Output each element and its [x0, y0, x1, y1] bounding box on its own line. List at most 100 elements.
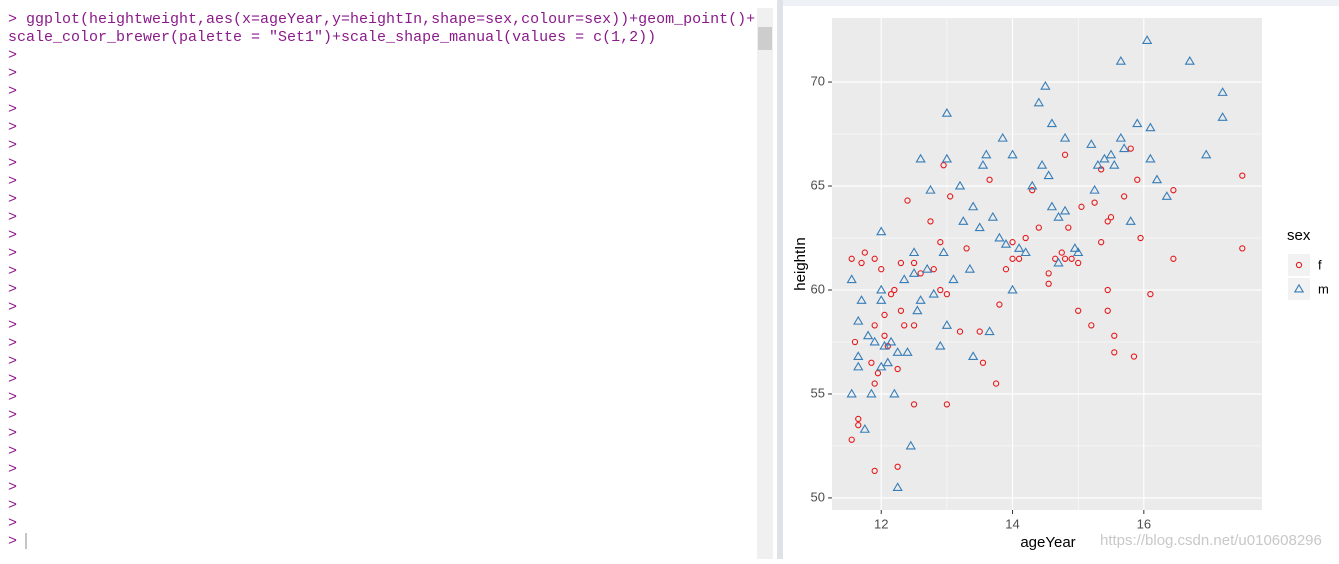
- point: [1065, 224, 1072, 231]
- point: [986, 176, 993, 183]
- point: [984, 326, 995, 336]
- point: [1107, 214, 1115, 221]
- point: [1104, 307, 1111, 314]
- point: [878, 266, 885, 273]
- console-prompt: >: [8, 335, 17, 352]
- point: [879, 340, 890, 350]
- point: [885, 336, 897, 346]
- point: [937, 239, 944, 246]
- legend-key: [1288, 254, 1310, 276]
- point: [891, 286, 898, 294]
- console-prompt: >: [8, 245, 17, 262]
- y-axis-title: heightIn: [792, 237, 809, 290]
- point: [846, 274, 857, 284]
- point: [977, 159, 989, 169]
- point: [1075, 307, 1082, 314]
- point: [1098, 239, 1105, 246]
- console-prompt: >: [8, 65, 17, 82]
- point: [897, 259, 905, 267]
- point: [910, 259, 918, 267]
- point: [892, 482, 903, 492]
- point: [1170, 255, 1177, 262]
- point: [1043, 170, 1054, 180]
- point: [1217, 112, 1228, 121]
- point: [938, 247, 949, 257]
- y-tick-label: 50: [811, 489, 825, 504]
- console-prompt: >: [8, 119, 17, 136]
- point: [1029, 187, 1036, 194]
- point: [1147, 291, 1154, 298]
- point: [876, 226, 887, 236]
- point: [1120, 193, 1128, 200]
- console-prompt: >: [8, 83, 17, 100]
- point: [1007, 149, 1018, 159]
- scroll-thumb[interactable]: [758, 27, 772, 50]
- point: [928, 288, 939, 298]
- console-line: > ggplot(heightweight,aes(x=ageYear,y=he…: [8, 11, 755, 28]
- point: [1045, 280, 1052, 287]
- console-prompt: >: [8, 497, 17, 514]
- console-prompt: >: [8, 191, 17, 208]
- point: [876, 361, 887, 371]
- console-prompt: >: [8, 443, 17, 460]
- pane-divider[interactable]: [777, 0, 783, 559]
- point: [897, 307, 905, 314]
- point: [992, 380, 1000, 387]
- point: [930, 266, 937, 273]
- point: [861, 249, 868, 256]
- point: [935, 340, 946, 350]
- point: [1053, 257, 1064, 267]
- point: [855, 415, 862, 423]
- legend-label: m: [1318, 281, 1329, 296]
- point: [954, 180, 966, 190]
- point: [915, 295, 926, 304]
- point: [1089, 184, 1100, 194]
- console-prompt: >: [8, 407, 17, 424]
- point: [866, 388, 877, 398]
- point: [1015, 255, 1023, 262]
- point: [941, 153, 953, 163]
- point: [910, 401, 918, 408]
- point: [901, 322, 908, 329]
- point: [1105, 149, 1117, 159]
- console-prompt: >: [8, 137, 17, 154]
- point: [1022, 234, 1029, 242]
- legend-symbol: [1295, 261, 1303, 269]
- point: [963, 245, 970, 252]
- point: [967, 351, 979, 361]
- point: [874, 370, 882, 377]
- plot-toolbar: [783, 0, 1339, 6]
- point: [1145, 153, 1156, 163]
- point: [1052, 255, 1059, 262]
- point: [958, 216, 969, 225]
- point: [905, 440, 916, 450]
- point: [956, 328, 964, 335]
- scrollbar[interactable]: [757, 8, 773, 559]
- point: [1239, 245, 1246, 252]
- point: [1036, 159, 1048, 169]
- console-prompt: >: [8, 425, 17, 442]
- x-tick-label: 14: [1005, 516, 1019, 531]
- point: [881, 332, 888, 339]
- point: [948, 274, 959, 284]
- point: [1046, 118, 1058, 128]
- legend-title: sex: [1287, 227, 1311, 244]
- point: [1061, 255, 1069, 262]
- point: [1104, 286, 1111, 294]
- point: [981, 149, 992, 159]
- console-prompt: >: [8, 533, 17, 550]
- point: [1073, 247, 1084, 257]
- point: [1059, 205, 1071, 215]
- point: [848, 436, 855, 443]
- y-tick-label: 60: [811, 281, 825, 296]
- point: [1033, 97, 1044, 107]
- point: [1075, 259, 1082, 267]
- watermark: https://blog.csdn.net/u010608296: [1100, 532, 1322, 549]
- point: [927, 218, 934, 225]
- x-tick-label: 12: [874, 516, 888, 531]
- point: [853, 361, 864, 371]
- console-prompt: >: [8, 47, 17, 64]
- point: [908, 247, 920, 257]
- point: [1141, 35, 1153, 44]
